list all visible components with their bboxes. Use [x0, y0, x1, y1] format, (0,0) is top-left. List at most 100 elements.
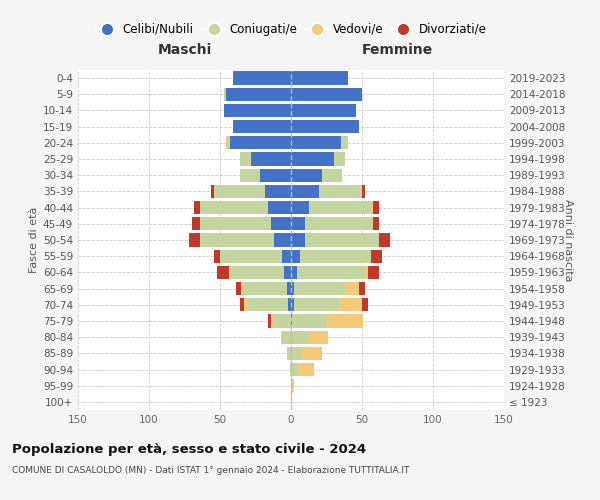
- Bar: [296, 266, 365, 279]
- Bar: [200, 217, 271, 230]
- Text: COMUNE DI CASALOLDO (MN) - Dati ISTAT 1° gennaio 2024 - Elaborazione TUTTITALIA.: COMUNE DI CASALOLDO (MN) - Dati ISTAT 1°…: [12, 466, 409, 475]
- Bar: [288, 298, 291, 312]
- Bar: [230, 266, 284, 279]
- Bar: [240, 298, 244, 312]
- Bar: [260, 168, 291, 182]
- Bar: [326, 314, 364, 328]
- Bar: [281, 330, 283, 344]
- Bar: [373, 217, 379, 230]
- Text: Femmine: Femmine: [362, 44, 433, 58]
- Bar: [319, 185, 362, 198]
- Bar: [191, 217, 200, 230]
- Bar: [339, 298, 362, 312]
- Bar: [226, 136, 227, 149]
- Bar: [291, 136, 341, 149]
- Text: Maschi: Maschi: [157, 44, 212, 58]
- Bar: [379, 234, 391, 246]
- Bar: [291, 217, 305, 230]
- Bar: [299, 250, 371, 263]
- Bar: [291, 168, 322, 182]
- Bar: [290, 363, 291, 376]
- Bar: [341, 136, 348, 149]
- Bar: [291, 104, 356, 117]
- Bar: [287, 346, 291, 360]
- Text: Popolazione per età, sesso e stato civile - 2024: Popolazione per età, sesso e stato civil…: [12, 442, 366, 456]
- Bar: [274, 314, 291, 328]
- Bar: [310, 201, 372, 214]
- Bar: [296, 363, 314, 376]
- Y-axis label: Anni di nascita: Anni di nascita: [563, 198, 572, 281]
- Bar: [291, 250, 299, 263]
- Bar: [283, 250, 291, 263]
- Bar: [291, 282, 294, 295]
- Bar: [220, 250, 283, 263]
- Bar: [292, 314, 326, 328]
- Bar: [284, 266, 291, 279]
- Bar: [244, 282, 287, 295]
- Bar: [265, 185, 291, 198]
- Bar: [291, 314, 292, 328]
- Bar: [302, 346, 322, 360]
- Bar: [230, 136, 291, 149]
- Bar: [189, 234, 200, 246]
- Bar: [345, 282, 359, 295]
- Bar: [224, 104, 291, 117]
- Bar: [291, 298, 294, 312]
- Bar: [291, 330, 308, 344]
- Bar: [217, 266, 229, 279]
- Bar: [371, 250, 382, 263]
- Bar: [200, 234, 274, 246]
- Bar: [291, 88, 362, 101]
- Bar: [291, 379, 292, 392]
- Bar: [240, 152, 251, 166]
- Bar: [294, 282, 345, 295]
- Bar: [236, 282, 241, 295]
- Bar: [194, 201, 200, 214]
- Bar: [233, 120, 291, 134]
- Bar: [305, 217, 373, 230]
- Bar: [214, 185, 265, 198]
- Bar: [226, 88, 291, 101]
- Bar: [294, 298, 339, 312]
- Bar: [241, 282, 244, 295]
- Bar: [362, 185, 365, 198]
- Bar: [291, 120, 359, 134]
- Bar: [291, 234, 305, 246]
- Bar: [291, 185, 319, 198]
- Bar: [271, 217, 291, 230]
- Bar: [368, 266, 379, 279]
- Bar: [268, 201, 291, 214]
- Bar: [292, 379, 294, 392]
- Bar: [362, 298, 368, 312]
- Bar: [214, 250, 220, 263]
- Bar: [291, 72, 348, 85]
- Bar: [291, 266, 296, 279]
- Bar: [359, 282, 365, 295]
- Bar: [308, 330, 328, 344]
- Bar: [200, 201, 268, 214]
- Bar: [211, 185, 214, 198]
- Bar: [224, 88, 226, 101]
- Bar: [334, 152, 345, 166]
- Bar: [305, 234, 379, 246]
- Bar: [233, 72, 291, 85]
- Bar: [291, 201, 310, 214]
- Bar: [283, 330, 291, 344]
- Bar: [287, 282, 291, 295]
- Bar: [229, 266, 230, 279]
- Bar: [240, 168, 260, 182]
- Y-axis label: Fasce di età: Fasce di età: [29, 207, 39, 273]
- Bar: [271, 314, 274, 328]
- Bar: [248, 298, 288, 312]
- Bar: [227, 136, 230, 149]
- Bar: [291, 396, 292, 408]
- Bar: [322, 168, 342, 182]
- Bar: [244, 298, 248, 312]
- Bar: [365, 266, 368, 279]
- Bar: [291, 363, 296, 376]
- Bar: [268, 314, 271, 328]
- Bar: [372, 201, 373, 214]
- Legend: Celibi/Nubili, Coniugati/e, Vedovi/e, Divorziati/e: Celibi/Nubili, Coniugati/e, Vedovi/e, Di…: [91, 18, 491, 40]
- Bar: [291, 346, 302, 360]
- Bar: [373, 201, 379, 214]
